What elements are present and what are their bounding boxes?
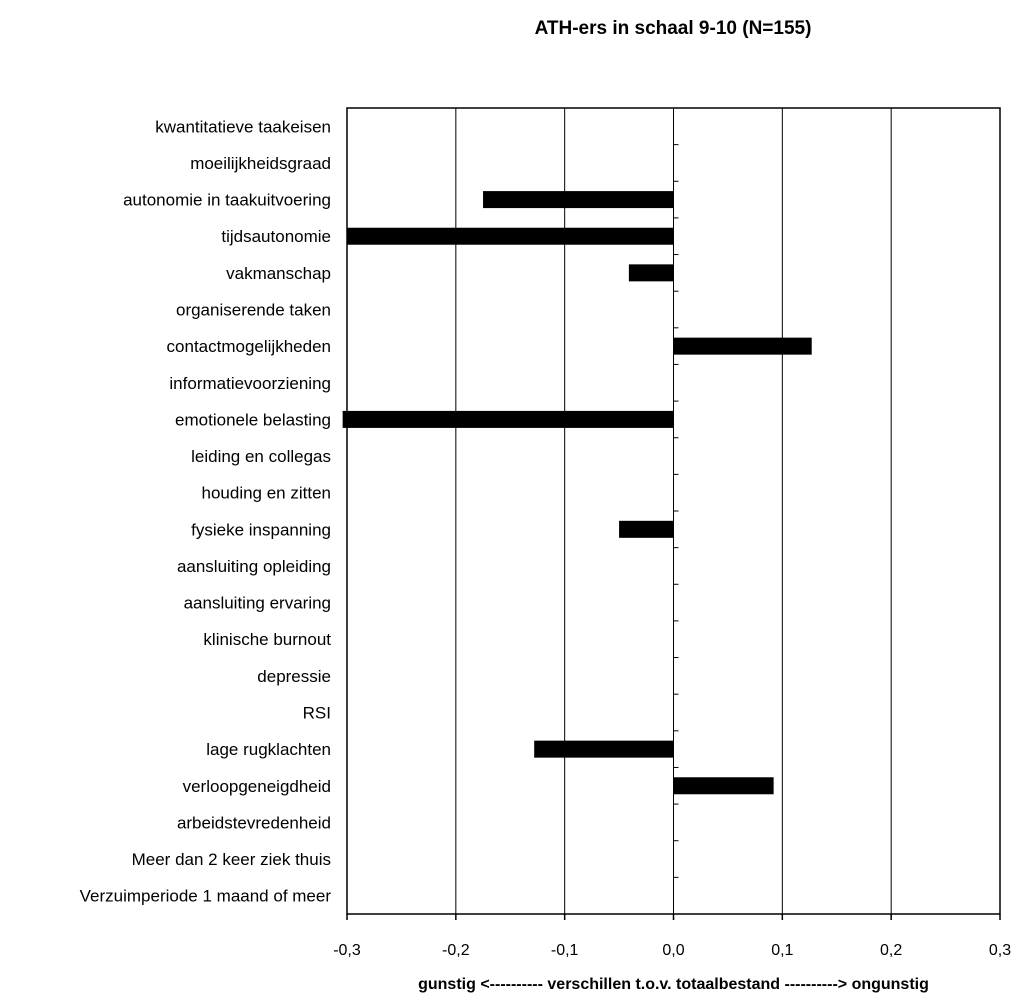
- x-tick-label: 0,1: [771, 942, 793, 959]
- category-label: contactmogelijkheden: [167, 337, 331, 356]
- category-label: fysieke inspanning: [191, 520, 331, 539]
- x-tick-label: -0,1: [551, 942, 579, 959]
- bar: [347, 227, 674, 245]
- category-label: verloopgeneigdheid: [183, 777, 331, 796]
- category-label: tijdsautonomie: [221, 227, 331, 246]
- category-label: autonomie in taakuitvoering: [123, 191, 331, 210]
- x-tick-label: 0,2: [880, 942, 902, 959]
- category-label: kwantitatieve taakeisen: [155, 117, 331, 136]
- category-label: Meer dan 2 keer ziek thuis: [132, 850, 331, 869]
- category-label: RSI: [303, 704, 331, 723]
- bar: [534, 740, 674, 758]
- x-axis-label: gunstig <---------- verschillen t.o.v. t…: [418, 976, 929, 993]
- category-label: lage rugklachten: [206, 740, 331, 759]
- category-label: organiserende taken: [176, 301, 331, 320]
- category-label: informatievoorziening: [169, 374, 331, 393]
- bar: [628, 264, 674, 282]
- bar: [673, 337, 812, 355]
- category-label: aansluiting opleiding: [177, 557, 331, 576]
- bar: [619, 520, 674, 538]
- category-label: klinische burnout: [203, 630, 331, 649]
- bar: [483, 191, 674, 209]
- category-label: depressie: [257, 667, 331, 686]
- category-label: moeilijkheidsgraad: [190, 154, 331, 173]
- bar: [342, 410, 674, 428]
- category-label: aansluiting ervaring: [184, 594, 331, 613]
- category-label: Verzuimperiode 1 maand of meer: [80, 887, 332, 906]
- x-tick-label: -0,3: [333, 942, 361, 959]
- x-tick-label: -0,2: [442, 942, 470, 959]
- chart-title: ATH-ers in schaal 9-10 (N=155): [534, 18, 812, 39]
- category-label: emotionele belasting: [175, 410, 331, 429]
- category-label: arbeidstevredenheid: [177, 813, 331, 832]
- x-tick-label: 0,3: [989, 942, 1011, 959]
- bar: [673, 777, 774, 795]
- category-label: houding en zitten: [202, 484, 332, 503]
- x-tick-label: 0,0: [662, 942, 684, 959]
- category-label: vakmanschap: [226, 264, 331, 283]
- category-label: leiding en collegas: [191, 447, 331, 466]
